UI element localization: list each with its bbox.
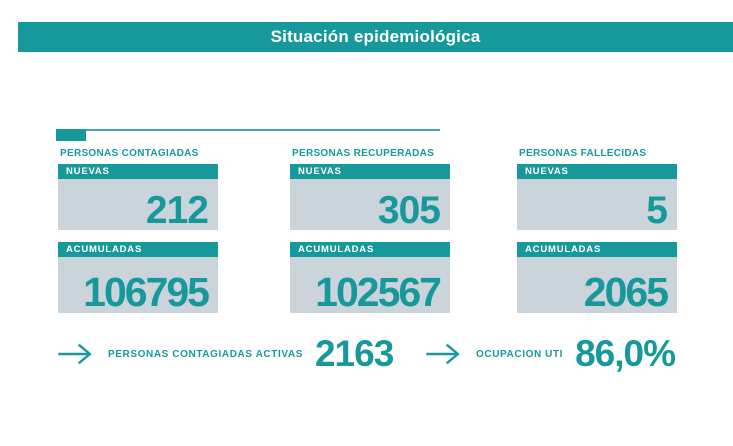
- nuevas-card: NUEVAS 5: [517, 164, 677, 230]
- progress-fill: [56, 129, 86, 141]
- nuevas-value: 305: [377, 188, 441, 232]
- nuevas-card-header: NUEVAS: [517, 164, 677, 179]
- nuevas-card: NUEVAS 212: [58, 164, 218, 230]
- stat-ocupacion-uti: OCUPACION UTI 86,0%: [424, 333, 676, 375]
- acumuladas-card: ACUMULADAS 102567: [290, 242, 450, 313]
- arrow-right-icon: [58, 343, 92, 365]
- stat-value: 86,0%: [575, 333, 676, 375]
- kpi-column-fallecidas: PERSONAS FALLECIDAS NUEVAS 5 ACUMULADAS …: [517, 148, 677, 318]
- acumuladas-card-body: 102567: [290, 257, 450, 313]
- acumuladas-card-body: 106795: [58, 257, 218, 313]
- nuevas-card-body: 305: [290, 179, 450, 230]
- stat-label: OCUPACION UTI: [476, 348, 564, 360]
- nuevas-label: NUEVAS: [298, 166, 342, 177]
- acumuladas-card: ACUMULADAS 2065: [517, 242, 677, 313]
- nuevas-value: 5: [646, 188, 668, 232]
- acumuladas-value: 106795: [83, 269, 210, 316]
- acumuladas-label: ACUMULADAS: [525, 244, 602, 255]
- column-label: PERSONAS CONTAGIADAS: [60, 148, 199, 159]
- nuevas-card-header: NUEVAS: [290, 164, 450, 179]
- acumuladas-card-body: 2065: [517, 257, 677, 313]
- kpi-column-recuperadas: PERSONAS RECUPERADAS NUEVAS 305 ACUMULAD…: [290, 148, 450, 318]
- column-label: PERSONAS RECUPERADAS: [292, 148, 435, 159]
- column-label: PERSONAS FALLECIDAS: [519, 148, 647, 159]
- arrow-right-icon: [426, 343, 460, 365]
- acumuladas-label: ACUMULADAS: [298, 244, 375, 255]
- nuevas-value: 212: [145, 188, 209, 232]
- acumuladas-card-header: ACUMULADAS: [290, 242, 450, 257]
- stat-value: 2163: [314, 333, 394, 375]
- acumuladas-value: 2065: [583, 269, 669, 316]
- acumuladas-label: ACUMULADAS: [66, 244, 143, 255]
- page-title: Situación epidemiológica: [270, 27, 481, 46]
- progress-track: [56, 129, 440, 131]
- kpi-column-contagiadas: PERSONAS CONTAGIADAS NUEVAS 212 ACUMULAD…: [58, 148, 218, 318]
- stat-contagiadas-activas: PERSONAS CONTAGIADAS ACTIVAS 2163: [56, 333, 394, 375]
- nuevas-card-body: 212: [58, 179, 218, 230]
- page-title-banner: Situación epidemiológica: [18, 22, 733, 52]
- acumuladas-card: ACUMULADAS 106795: [58, 242, 218, 313]
- nuevas-card-body: 5: [517, 179, 677, 230]
- stat-label: PERSONAS CONTAGIADAS ACTIVAS: [108, 348, 303, 360]
- acumuladas-card-header: ACUMULADAS: [517, 242, 677, 257]
- nuevas-label: NUEVAS: [66, 166, 110, 177]
- nuevas-card: NUEVAS 305: [290, 164, 450, 230]
- nuevas-label: NUEVAS: [525, 166, 569, 177]
- nuevas-card-header: NUEVAS: [58, 164, 218, 179]
- acumuladas-value: 102567: [315, 269, 442, 316]
- acumuladas-card-header: ACUMULADAS: [58, 242, 218, 257]
